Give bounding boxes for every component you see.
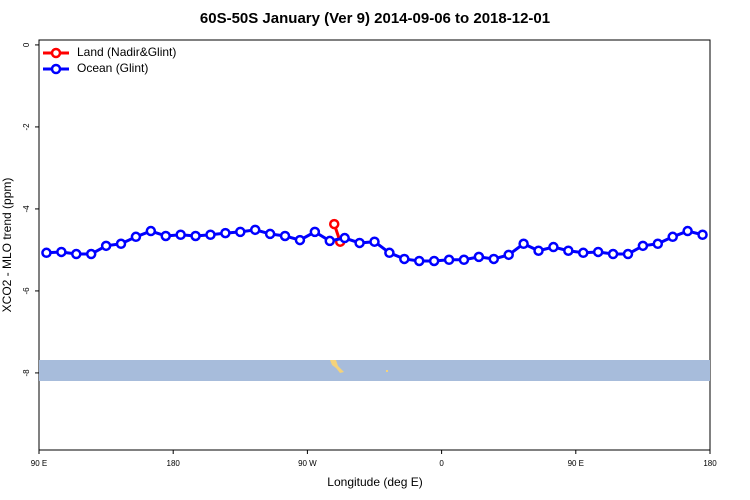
legend-marker [50,47,62,59]
legend-label: Land (Nadir&Glint) [77,45,176,59]
data-point [294,234,306,246]
data-point [488,253,500,265]
data-point [175,229,186,240]
map-band [39,360,710,381]
data-point [667,231,678,243]
data-point [328,218,340,230]
data-point [220,227,231,239]
data-point [85,248,97,260]
x-tick-label: 0 [439,459,444,468]
plot-frame [38,39,711,451]
data-point [41,247,52,259]
data-point [428,255,440,267]
data-point [503,249,514,261]
data-point [130,231,142,243]
x-tick-label: 90 W [298,459,317,468]
data-point [369,236,380,247]
map-strip [39,360,710,381]
data-point [384,247,395,259]
data-point [443,254,455,266]
data-point [652,238,664,250]
data-point [458,254,470,266]
data-point [354,237,365,249]
data-point [592,246,604,258]
y-tick-label: 0 [22,42,31,47]
data-point [607,248,619,260]
x-axis-label: Longitude (deg E) [327,475,422,489]
data-point [697,229,708,240]
data-point [399,253,410,265]
data-point [473,251,485,263]
y-tick-label: -2 [22,123,31,131]
data-point [115,238,127,250]
data-point [205,229,216,240]
data-point [279,230,291,242]
data-point [563,245,574,256]
y-axis-label: XCO2 - MLO trend (ppm) [0,178,14,313]
data-point [578,247,589,259]
map-land [386,370,388,372]
legend-marker [50,63,62,75]
y-tick-label: -4 [22,205,31,213]
data-point [622,248,634,260]
x-tick-label: 180 [703,459,717,468]
data-point [548,241,559,253]
data-point [56,246,67,258]
data-point [339,232,350,244]
data-point [637,240,649,252]
data-point [190,230,201,242]
data-point [100,240,112,252]
data-point [71,248,82,260]
data-point [235,226,246,238]
data-point [309,226,321,238]
x-tick-label: 90 E [568,459,584,468]
map-land [330,360,344,373]
data-point [145,225,157,237]
y-tick-label: -8 [22,369,31,377]
data-point [160,230,171,242]
data-point [682,225,693,237]
legend-label: Ocean (Glint) [77,61,148,75]
data-point [413,255,425,267]
x-tick-label: 90 E [31,459,47,468]
y-tick-label: -6 [22,287,31,295]
data-point [264,228,276,240]
x-tick-label: 180 [167,459,181,468]
data-point [324,235,336,247]
data-point [533,245,544,256]
data-point [249,224,261,236]
data-point [518,238,529,250]
chart-title: 60S-50S January (Ver 9) 2014-09-06 to 20… [200,10,550,27]
